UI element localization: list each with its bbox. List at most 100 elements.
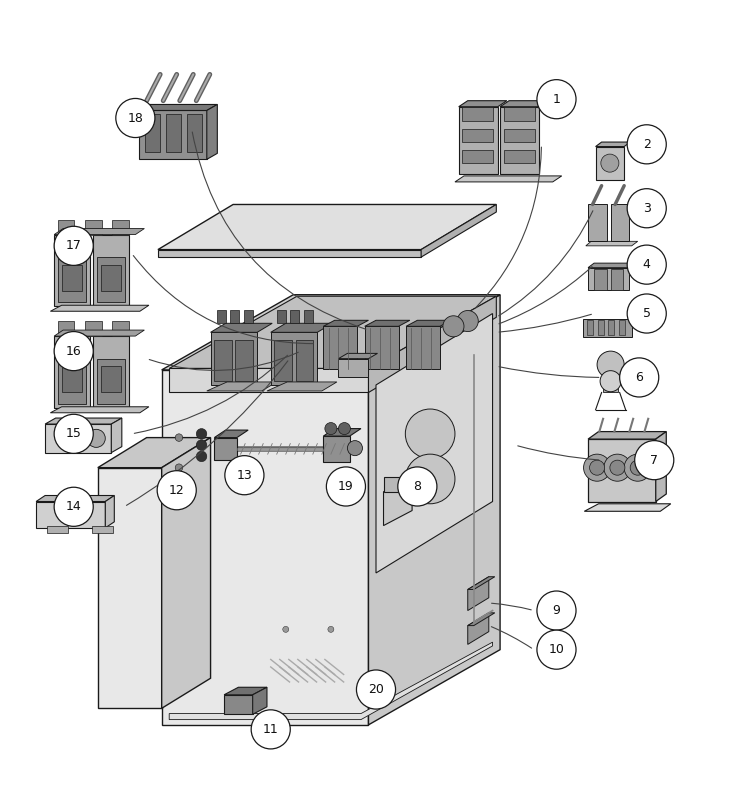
Text: 10: 10 [548, 643, 565, 656]
Polygon shape [58, 219, 74, 234]
Polygon shape [58, 321, 74, 336]
Polygon shape [365, 326, 399, 369]
Polygon shape [468, 613, 489, 645]
Polygon shape [500, 101, 548, 106]
Polygon shape [588, 439, 656, 502]
Polygon shape [368, 294, 500, 725]
Polygon shape [271, 332, 317, 385]
Polygon shape [588, 431, 666, 439]
Text: 14: 14 [66, 500, 81, 514]
Polygon shape [406, 326, 440, 369]
Bar [587, 320, 593, 335]
Polygon shape [50, 406, 149, 413]
Polygon shape [36, 502, 105, 528]
Circle shape [328, 626, 334, 632]
Polygon shape [214, 438, 237, 460]
Circle shape [347, 441, 362, 456]
Polygon shape [224, 694, 253, 714]
Polygon shape [277, 310, 286, 323]
Polygon shape [98, 468, 162, 708]
Text: 18: 18 [127, 111, 144, 125]
Polygon shape [304, 310, 313, 323]
Text: 6: 6 [635, 371, 643, 384]
Polygon shape [656, 431, 666, 502]
Text: 13: 13 [237, 469, 252, 482]
Polygon shape [211, 323, 272, 332]
Polygon shape [588, 205, 607, 241]
Polygon shape [338, 358, 368, 378]
Polygon shape [462, 150, 493, 163]
Circle shape [630, 460, 645, 475]
Polygon shape [85, 219, 102, 234]
Polygon shape [158, 250, 421, 257]
Circle shape [537, 80, 576, 118]
Polygon shape [169, 296, 496, 369]
Polygon shape [45, 418, 122, 424]
Polygon shape [45, 424, 111, 453]
Circle shape [326, 467, 365, 506]
Polygon shape [224, 687, 267, 694]
Polygon shape [376, 314, 493, 573]
Polygon shape [421, 205, 496, 257]
Polygon shape [468, 577, 495, 590]
Polygon shape [384, 477, 412, 526]
Text: 4: 4 [643, 258, 650, 271]
Polygon shape [504, 107, 535, 121]
Polygon shape [468, 613, 495, 626]
Polygon shape [169, 642, 493, 720]
Text: 19: 19 [338, 480, 353, 493]
Circle shape [283, 626, 289, 632]
Circle shape [175, 494, 183, 502]
Polygon shape [455, 176, 562, 182]
Polygon shape [267, 382, 337, 391]
Polygon shape [214, 430, 248, 438]
Polygon shape [105, 495, 114, 528]
Polygon shape [365, 320, 410, 326]
Circle shape [356, 670, 396, 709]
Circle shape [584, 454, 611, 482]
Polygon shape [500, 106, 539, 174]
Circle shape [627, 189, 666, 228]
Polygon shape [274, 340, 292, 381]
Circle shape [196, 440, 207, 450]
Polygon shape [111, 418, 122, 453]
Circle shape [175, 464, 183, 471]
Bar [608, 320, 614, 335]
Polygon shape [187, 114, 202, 152]
Text: 11: 11 [263, 723, 278, 736]
Polygon shape [504, 129, 535, 142]
Polygon shape [36, 495, 114, 502]
Polygon shape [459, 106, 498, 174]
Circle shape [627, 245, 666, 284]
Circle shape [325, 422, 337, 434]
Polygon shape [47, 526, 68, 533]
Polygon shape [588, 268, 629, 290]
Circle shape [251, 710, 290, 749]
Polygon shape [85, 321, 102, 336]
Polygon shape [158, 205, 496, 250]
Polygon shape [603, 365, 618, 393]
Text: 5: 5 [643, 307, 650, 320]
Bar [619, 320, 625, 335]
Polygon shape [611, 269, 623, 290]
Polygon shape [323, 436, 350, 462]
Polygon shape [459, 101, 507, 106]
Polygon shape [586, 242, 638, 246]
Polygon shape [50, 306, 149, 311]
Polygon shape [338, 354, 378, 358]
Text: 9: 9 [553, 604, 560, 617]
Text: 3: 3 [643, 202, 650, 214]
Text: 2: 2 [643, 138, 650, 151]
Polygon shape [596, 142, 630, 146]
Polygon shape [214, 340, 232, 381]
Circle shape [601, 154, 619, 172]
Polygon shape [271, 323, 332, 332]
Polygon shape [611, 205, 629, 241]
Polygon shape [504, 150, 535, 163]
Circle shape [196, 451, 207, 462]
Polygon shape [169, 369, 368, 393]
Text: 7: 7 [650, 454, 658, 466]
Polygon shape [323, 326, 357, 369]
Text: 1: 1 [553, 93, 560, 106]
Polygon shape [468, 577, 489, 610]
